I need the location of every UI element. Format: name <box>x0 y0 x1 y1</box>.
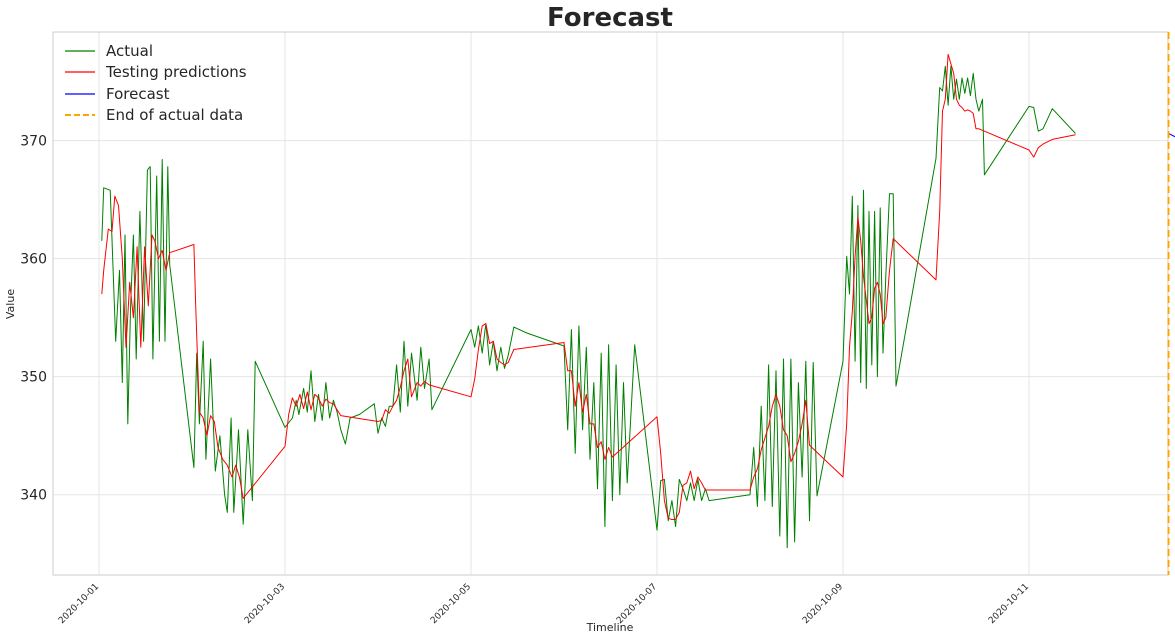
y-tick-label: 370 <box>20 134 47 150</box>
x-axis-label: Timeline <box>586 621 634 634</box>
y-tick-label: 350 <box>20 370 47 386</box>
legend-label-actual: Actual <box>106 42 153 60</box>
y-axis-label: Value <box>4 289 17 319</box>
legend-label-forecast: Forecast <box>106 85 170 103</box>
legend-label-testing: Testing predictions <box>105 63 247 81</box>
legend-label-end: End of actual data <box>106 106 243 124</box>
y-tick-label: 360 <box>20 252 47 268</box>
chart-title: Forecast <box>547 3 673 33</box>
y-tick-label: 340 <box>20 488 47 504</box>
